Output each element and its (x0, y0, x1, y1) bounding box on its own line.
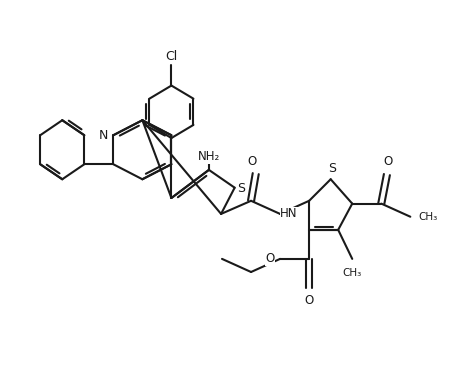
Text: CH₃: CH₃ (343, 268, 362, 278)
Text: CH₃: CH₃ (419, 212, 438, 222)
Text: O: O (247, 155, 256, 168)
Text: O: O (383, 155, 392, 168)
Text: HN: HN (280, 208, 298, 220)
Text: S: S (237, 182, 245, 195)
Text: Cl: Cl (165, 50, 178, 63)
Text: O: O (265, 253, 274, 265)
Text: O: O (304, 295, 314, 307)
Text: N: N (99, 129, 108, 142)
Text: NH₂: NH₂ (198, 150, 220, 163)
Text: S: S (328, 161, 336, 175)
